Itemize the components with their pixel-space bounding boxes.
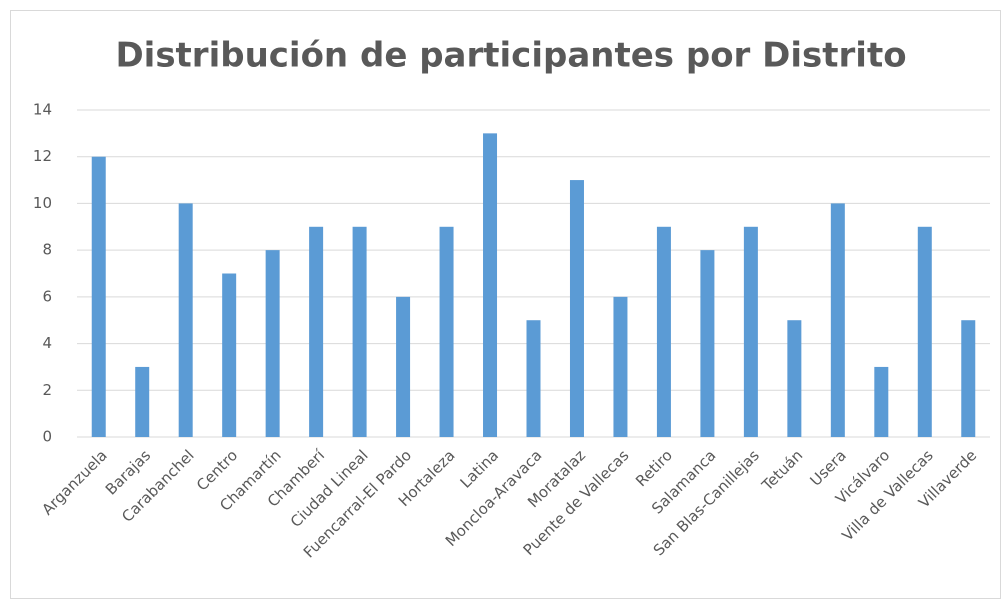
y-tick-label: 4 (42, 334, 52, 352)
bar (439, 226, 454, 437)
y-tick-label: 10 (33, 194, 52, 212)
y-tick-label: 14 (33, 101, 52, 119)
bar (961, 320, 976, 437)
bar (569, 180, 584, 438)
bar (265, 250, 280, 437)
bar (787, 320, 802, 437)
bar (917, 226, 932, 437)
bar (352, 226, 367, 437)
bar (656, 226, 671, 437)
y-tick-label: 8 (42, 241, 52, 259)
bar (91, 156, 106, 437)
bar (874, 366, 889, 437)
y-tick-label: 6 (42, 287, 52, 305)
bar (483, 133, 498, 437)
chart-border (10, 10, 1001, 599)
bar (613, 296, 628, 437)
bar (178, 203, 193, 437)
bar (309, 226, 324, 437)
bar (526, 320, 541, 437)
bar (222, 273, 237, 437)
bar (396, 296, 411, 437)
y-tick-label: 0 (42, 428, 52, 446)
chart-title: Distribución de participantes por Distri… (115, 36, 906, 76)
bar (135, 366, 150, 437)
bar (830, 203, 845, 437)
y-tick-label: 12 (33, 147, 52, 165)
y-tick-label: 2 (42, 381, 52, 399)
bar (700, 250, 715, 437)
bar (743, 226, 758, 437)
